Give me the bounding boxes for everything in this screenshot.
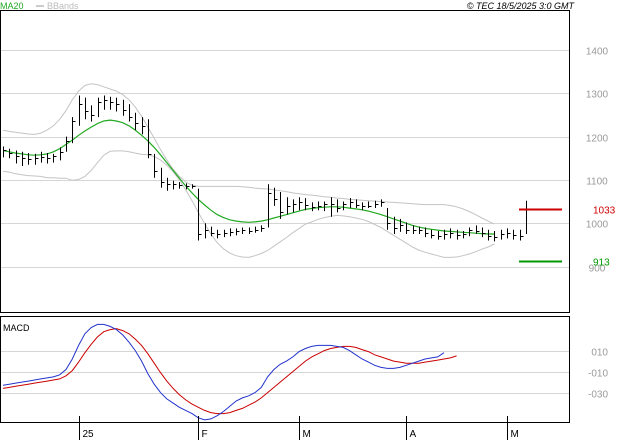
macd-panel-frame bbox=[0, 316, 570, 423]
price-ytick-label: 1100 bbox=[586, 177, 608, 188]
price-panel-frame bbox=[0, 10, 570, 313]
ma20-line bbox=[2, 119, 495, 235]
price-grid: 1400 1300 1200 1100 1000 900 bbox=[1, 47, 609, 275]
price-ytick-label: 1000 bbox=[586, 220, 609, 231]
macd-label: MACD bbox=[3, 323, 30, 333]
macd-ytick-label: 010 bbox=[591, 348, 608, 359]
macd-signal-line bbox=[2, 328, 457, 415]
ma20-series bbox=[2, 119, 495, 235]
macd-ytick-label: -010 bbox=[588, 369, 608, 380]
legend-ma20: MA20 bbox=[0, 1, 24, 11]
bband-upper bbox=[2, 83, 495, 225]
marker-label: 1033 bbox=[593, 206, 616, 217]
price-ytick-label: 1400 bbox=[586, 47, 609, 58]
macd-grid: 010 -010 -030 bbox=[1, 348, 608, 401]
price-bars bbox=[3, 95, 530, 242]
bollinger-bands bbox=[2, 83, 495, 258]
x-tick-label: F bbox=[202, 429, 208, 440]
legend-bbands: BBands bbox=[47, 1, 79, 11]
x-tick-label: A bbox=[410, 429, 417, 440]
x-tick-label: M bbox=[303, 429, 311, 440]
x-axis: 25 F M A M bbox=[79, 416, 519, 440]
macd-lines bbox=[2, 323, 457, 421]
macd-line bbox=[2, 323, 445, 421]
marker-label: 913 bbox=[593, 258, 610, 269]
x-tick-label: M bbox=[511, 429, 519, 440]
x-tick-label: 25 bbox=[83, 429, 95, 440]
price-ytick-label: 1300 bbox=[586, 90, 609, 101]
price-ytick-label: 1200 bbox=[586, 134, 609, 145]
price-ytick-label: 900 bbox=[589, 264, 606, 275]
copyright: © TEC 18/5/2025 3:0 GMT bbox=[467, 1, 576, 11]
price-markers: 1033 913 bbox=[519, 206, 616, 269]
bband-lower bbox=[2, 150, 495, 258]
macd-ytick-label: -030 bbox=[588, 390, 608, 401]
